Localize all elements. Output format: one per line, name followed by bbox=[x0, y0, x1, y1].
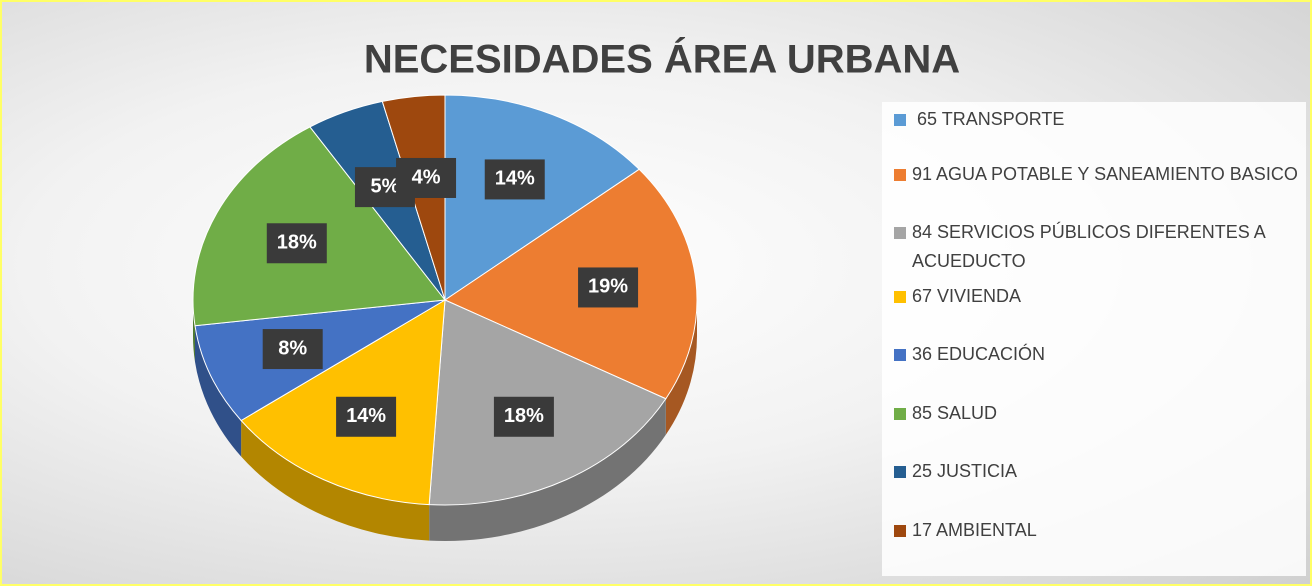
legend-label: 67 VIVIENDA bbox=[912, 286, 1022, 306]
pie-side bbox=[241, 420, 430, 541]
label-box bbox=[493, 396, 554, 437]
legend-label: 91 AGUA POTABLE Y SANEAMIENTO BASICO bbox=[912, 164, 1298, 184]
label-box bbox=[336, 396, 397, 437]
legend-item: 17 AMBIENTAL bbox=[894, 516, 1310, 545]
label-box bbox=[266, 223, 327, 264]
legend-label: 17 AMBIENTAL bbox=[912, 520, 1037, 540]
legend-swatch bbox=[894, 466, 906, 478]
data-label: 18% bbox=[504, 405, 544, 427]
pie-side bbox=[665, 300, 697, 435]
data-label: 8% bbox=[278, 337, 307, 359]
pie-side bbox=[429, 398, 666, 541]
data-label: 4% bbox=[412, 166, 441, 188]
legend-swatch bbox=[894, 169, 906, 181]
legend-item: 67 VIVIENDA bbox=[894, 282, 1310, 311]
label-box bbox=[396, 157, 457, 198]
legend-item: 65 TRANSPORTE bbox=[894, 105, 1310, 134]
chart-title: NECESIDADES ÁREA URBANA bbox=[364, 37, 960, 82]
legend-swatch bbox=[894, 525, 906, 537]
legend-swatch bbox=[894, 291, 906, 303]
pie-side bbox=[194, 325, 242, 457]
legend-swatch bbox=[894, 114, 906, 126]
pie-slice bbox=[443, 168, 698, 400]
legend-label: 65 TRANSPORTE bbox=[912, 109, 1065, 129]
legend-item: 36 EDUCACIÓN bbox=[894, 340, 1310, 369]
legend-item: 84 SERVICIOS PÚBLICOS DIFERENTES A ACUED… bbox=[894, 218, 1310, 276]
legend-swatch bbox=[894, 349, 906, 361]
label-box bbox=[262, 329, 323, 370]
legend-item: 25 JUSTICIA bbox=[894, 457, 1310, 486]
legend-label: 36 EDUCACIÓN bbox=[912, 344, 1046, 364]
data-label: 18% bbox=[277, 232, 317, 254]
label-box bbox=[578, 267, 639, 308]
data-label: 19% bbox=[588, 276, 628, 298]
legend-swatch bbox=[894, 227, 906, 239]
legend-item: 91 AGUA POTABLE Y SANEAMIENTO BASICO bbox=[894, 160, 1310, 189]
legend-label: 85 SALUD bbox=[912, 403, 998, 423]
legend-swatch bbox=[894, 408, 906, 420]
label-box bbox=[484, 159, 545, 200]
data-label: 5% bbox=[370, 175, 399, 197]
data-label: 14% bbox=[346, 405, 386, 427]
legend: 65 TRANSPORTE 91 AGUA POTABLE Y SANEAMIEN… bbox=[882, 102, 1306, 576]
legend-label: 25 JUSTICIA bbox=[912, 461, 1018, 481]
legend-item: 85 SALUD bbox=[894, 399, 1310, 428]
legend-label: 84 SERVICIOS PÚBLICOS DIFERENTES A ACUED… bbox=[912, 222, 1269, 271]
data-label: 14% bbox=[495, 168, 535, 190]
